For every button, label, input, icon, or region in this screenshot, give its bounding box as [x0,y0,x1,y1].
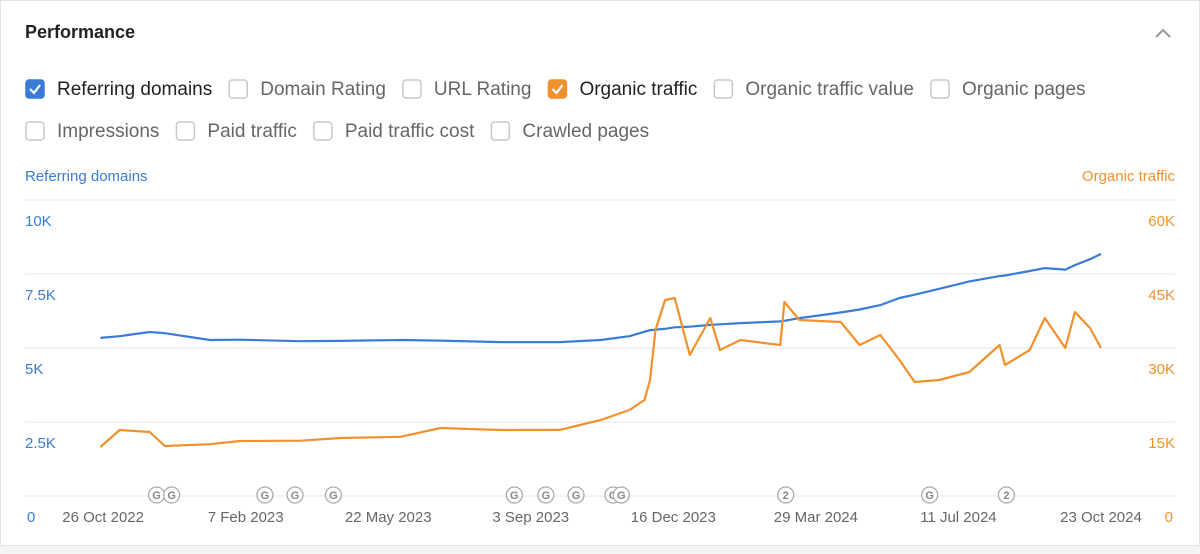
y2-axis-title: Organic traffic [1082,168,1176,185]
checkbox[interactable] [402,79,422,99]
x-tick-label: 23 Oct 2024 [1060,509,1142,526]
update-marker-label: G [261,490,270,502]
check-mark [551,84,564,95]
x-tick-label: 26 Oct 2022 [62,509,144,526]
checkbox[interactable] [713,79,734,99]
y2-tick-label: 60K [1148,213,1175,230]
update-marker[interactable] [777,486,795,504]
checkbox[interactable] [930,79,950,99]
y-tick-label: 0 [27,509,35,526]
update-marker-label: G [510,490,519,502]
x-tick-label: 29 Mar 2024 [774,509,858,526]
x-tick-label: 16 Dec 2023 [631,509,716,526]
series-line [100,252,1102,344]
panel-title: Performance [25,22,135,42]
check-mark [29,84,41,95]
update-marker[interactable] [537,486,555,504]
update-marker[interactable] [612,486,630,504]
collapse-chevron[interactable] [1155,28,1171,38]
y2-tick-label: 0 [1165,509,1173,526]
update-marker[interactable] [286,486,304,504]
checkbox[interactable] [25,121,45,141]
metric-label[interactable]: Organic traffic value [745,79,914,100]
x-tick-label: 7 Feb 2023 [208,509,284,526]
y-tick-label: 5K [25,361,43,378]
update-marker[interactable] [163,486,181,504]
y-tick-label: 7.5K [25,287,56,304]
update-marker-label: G [291,490,300,502]
y2-tick-label: 30K [1148,361,1175,378]
metric-label[interactable]: Crawled pages [522,121,649,142]
series-line [99,296,1102,448]
update-marker-label: G [167,490,176,502]
checkbox[interactable] [313,121,333,141]
x-tick-label: 11 Jul 2024 [920,509,996,526]
update-marker[interactable] [505,486,523,504]
y-tick-label: 2.5K [25,435,56,452]
checkbox[interactable] [228,79,248,99]
y2-tick-label: 15K [1148,435,1175,452]
checkbox-checked[interactable] [25,79,45,99]
metric-label[interactable]: Paid traffic [207,121,296,142]
update-marker[interactable] [324,486,343,504]
update-marker[interactable] [256,486,274,504]
metric-label[interactable]: URL Rating [434,79,532,100]
checkbox[interactable] [490,121,511,141]
y2-tick-label: 45K [1148,287,1175,304]
update-marker-label: 2 [1003,490,1009,502]
metric-label[interactable]: Domain Rating [260,79,386,100]
update-marker-label: G [329,490,338,502]
update-marker-label: G [617,490,626,502]
y-axis-title: Referring domains [25,168,148,185]
update-marker[interactable] [920,486,939,504]
metric-label[interactable]: Organic traffic [579,79,697,100]
update-marker-label: G [542,490,551,502]
update-marker-label: G [152,490,161,502]
metric-label[interactable]: Impressions [57,121,159,142]
update-marker[interactable] [997,486,1016,504]
metric-label[interactable]: Organic pages [962,79,1086,100]
x-tick-label: 3 Sep 2023 [492,509,569,526]
update-marker-label: G [925,490,934,502]
update-marker-label: G [572,490,581,502]
metric-label[interactable]: Referring domains [57,79,212,100]
y-tick-label: 10K [25,213,52,230]
x-tick-label: 22 May 2023 [345,509,432,526]
update-marker[interactable] [567,486,585,504]
checkbox[interactable] [175,121,196,141]
metric-label[interactable]: Paid traffic cost [345,121,475,142]
update-marker-label: 2 [783,490,789,502]
checkbox-checked[interactable] [547,79,568,99]
